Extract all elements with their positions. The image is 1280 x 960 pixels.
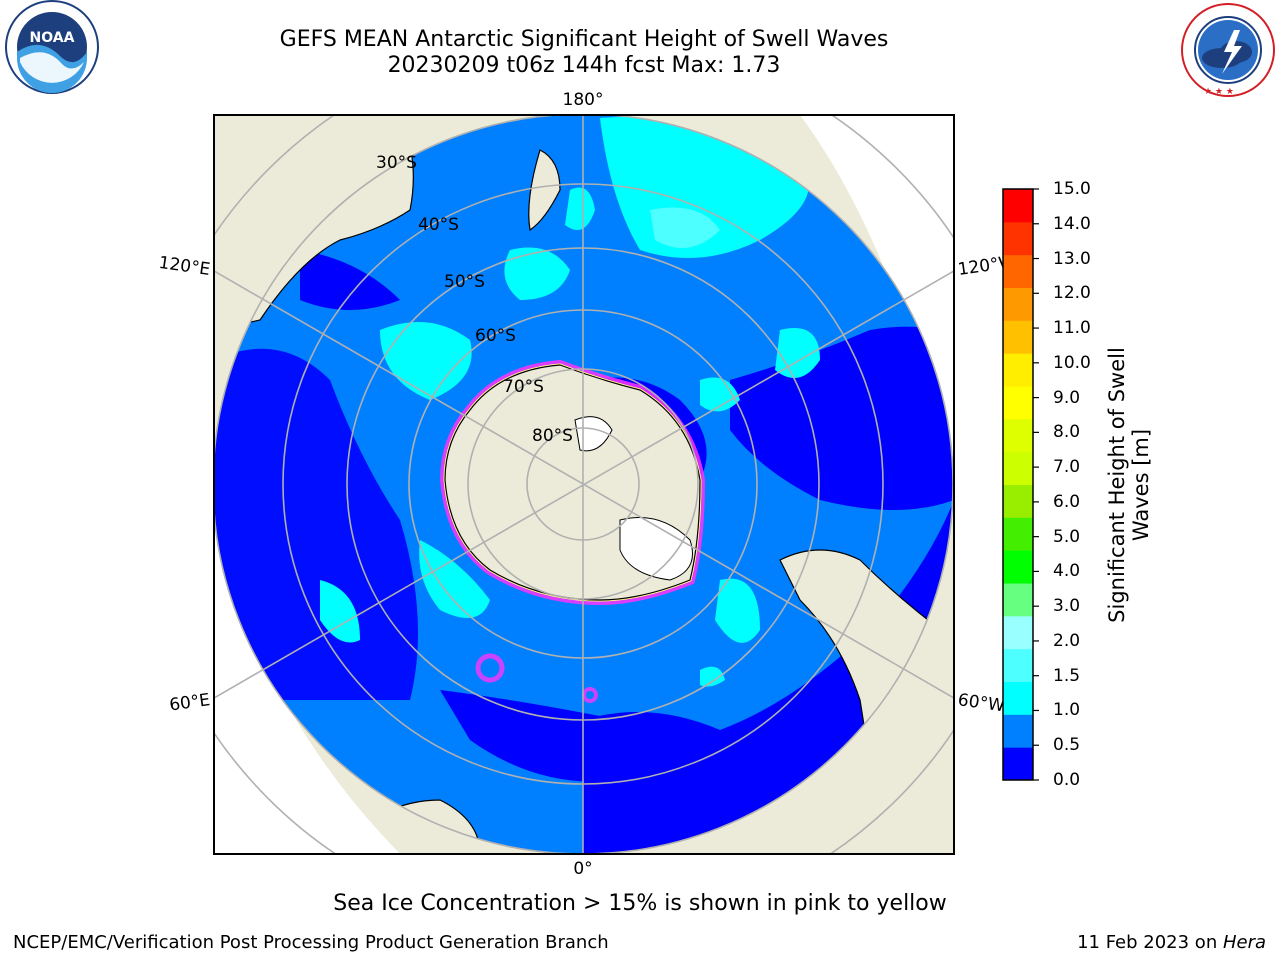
weddell-sea-ice [619, 517, 693, 581]
lat-label-40s: 40°S [418, 215, 459, 235]
graticule [214, 115, 954, 854]
colorbar-tick-label: 4.0 [1053, 561, 1081, 582]
colorbar-tick-marks [1033, 188, 1039, 781]
colorbar-label: Significant Height of Swell Waves [m] [1105, 295, 1153, 675]
sea-ice-note: Sea Ice Concentration > 15% is shown in … [333, 891, 947, 916]
colorbar-tick-label: 11.0 [1053, 318, 1091, 339]
svg-text:★ ★ ★: ★ ★ ★ [1204, 87, 1234, 97]
noaa-logo: NOAA [5, 0, 99, 94]
colorbar-tick-label: 0.5 [1053, 735, 1081, 756]
nws-logo: ★ ★ ★ [1181, 3, 1275, 97]
colorbar-segment [1003, 353, 1033, 387]
lon-label-120e: 120°E [157, 253, 211, 280]
colorbar-segment [1003, 287, 1033, 321]
ross-ice-shelf [574, 416, 613, 452]
colorbar-segment [1003, 714, 1033, 748]
colorbar-tick-label: 6.0 [1053, 491, 1081, 512]
colorbar-frame [1002, 188, 1034, 781]
colorbar-segment [1003, 550, 1033, 584]
lon-label-60w: 60°W [957, 690, 1006, 716]
colorbar-segment [1003, 386, 1033, 420]
date-text: 11 Feb 2023 on [1077, 932, 1223, 953]
noaa-logo-text: NOAA [30, 30, 75, 46]
colorbar-segment [1003, 681, 1033, 715]
colorbar-label-line2: Waves [m] [1129, 428, 1153, 542]
colorbar-tick-label: 2.0 [1053, 630, 1081, 651]
colorbar-segment [1003, 648, 1033, 682]
colorbar-segment [1003, 517, 1033, 551]
colorbar-segment [1003, 484, 1033, 518]
colorbar-segment [1003, 615, 1033, 650]
colorbar-segment [1003, 254, 1033, 288]
swell-1p5-2m [650, 207, 720, 248]
colorbar-label-line1: Significant Height of Swell [1105, 347, 1129, 623]
colorbar-tick-label: 7.0 [1053, 457, 1081, 478]
colorbar-tick-label: 12.0 [1053, 283, 1091, 304]
map-subtitle: 20230209 t06z 144h fcst Max: 1.73 [387, 53, 781, 78]
colorbar-segment [1003, 583, 1033, 617]
colorbar-segment [1003, 189, 1033, 223]
lat-label-50s: 50°S [444, 272, 485, 292]
colorbar-segment [1003, 320, 1033, 354]
colorbar-tick-label: 1.0 [1053, 700, 1081, 721]
machine-name: Hera [1222, 932, 1266, 953]
new-zealand [528, 149, 561, 232]
colorbar-tick-label: 0.0 [1053, 770, 1081, 790]
colorbar-tick-label: 8.0 [1053, 422, 1081, 443]
colorbar-segment [1003, 221, 1033, 256]
lon-label-0: 0° [573, 859, 592, 879]
colorbar-segment [1003, 418, 1033, 453]
colorbar-tick-label: 1.5 [1053, 665, 1081, 686]
run-date: 11 Feb 2023 on Hera [1077, 932, 1266, 953]
colorbar-tick-label: 3.0 [1053, 596, 1081, 617]
lon-label-180: 180° [563, 90, 604, 110]
lat-label-70s: 70°S [503, 377, 544, 397]
lon-label-60e: 60°E [168, 690, 211, 715]
colorbar-tick-label: 15.0 [1053, 179, 1091, 199]
lat-label-30s: 30°S [376, 153, 417, 173]
colorbar-tick-label: 5.0 [1053, 526, 1081, 547]
lat-label-80s: 80°S [532, 426, 573, 446]
colorbar-tick-label: 10.0 [1053, 352, 1091, 373]
colorbar-segment [1003, 747, 1033, 781]
colorbar-tick-label: 14.0 [1053, 213, 1091, 234]
map-frame [213, 114, 955, 855]
colorbar [1003, 189, 1033, 781]
lat-label-60s: 60°S [475, 326, 516, 346]
credit-text: NCEP/EMC/Verification Post Processing Pr… [13, 932, 609, 953]
colorbar-segment [1003, 451, 1033, 485]
map-title: GEFS MEAN Antarctic Significant Height o… [279, 27, 889, 52]
colorbar-tick-label: 13.0 [1053, 248, 1091, 269]
colorbar-tick-label: 9.0 [1053, 387, 1081, 408]
